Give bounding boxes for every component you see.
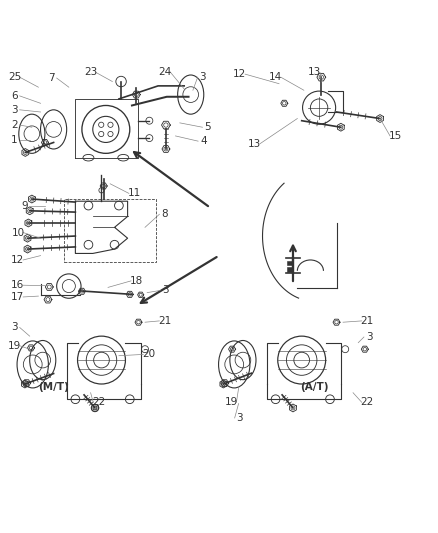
Text: 17: 17 <box>11 292 25 302</box>
Text: 2: 2 <box>11 120 18 130</box>
Text: 4: 4 <box>200 136 207 146</box>
Text: 22: 22 <box>92 397 105 407</box>
Text: 21: 21 <box>158 316 171 326</box>
Text: 3: 3 <box>162 286 169 295</box>
Text: 3: 3 <box>200 72 206 82</box>
Text: 11: 11 <box>127 188 141 198</box>
Text: 14: 14 <box>269 72 282 82</box>
Bar <box>287 261 293 265</box>
Bar <box>64 199 156 262</box>
Text: 12: 12 <box>233 69 247 79</box>
Text: 18: 18 <box>130 276 143 286</box>
Text: 22: 22 <box>360 397 374 407</box>
Text: 9: 9 <box>21 200 28 211</box>
Text: 12: 12 <box>11 255 25 265</box>
Text: 3: 3 <box>237 413 243 423</box>
Text: (A/T): (A/T) <box>300 382 329 392</box>
Text: 19: 19 <box>225 397 238 407</box>
Text: 3: 3 <box>11 322 18 333</box>
Text: 20: 20 <box>142 350 155 359</box>
Text: 24: 24 <box>158 67 171 77</box>
Text: 5: 5 <box>205 122 211 132</box>
Text: 8: 8 <box>161 209 168 219</box>
Text: 1: 1 <box>11 135 18 146</box>
Text: 3: 3 <box>11 105 18 115</box>
Text: 15: 15 <box>389 131 402 141</box>
Bar <box>287 268 293 272</box>
Text: 13: 13 <box>308 67 321 77</box>
Text: 16: 16 <box>11 280 25 290</box>
Text: 25: 25 <box>8 72 21 82</box>
Text: 6: 6 <box>11 91 18 101</box>
Text: 7: 7 <box>48 73 55 83</box>
Text: (M/T): (M/T) <box>38 382 69 392</box>
Text: 23: 23 <box>84 67 97 77</box>
Text: 13: 13 <box>248 139 261 149</box>
Text: 10: 10 <box>11 228 25 238</box>
Text: 3: 3 <box>366 332 372 342</box>
Text: 21: 21 <box>360 316 374 326</box>
Text: 19: 19 <box>8 341 21 351</box>
